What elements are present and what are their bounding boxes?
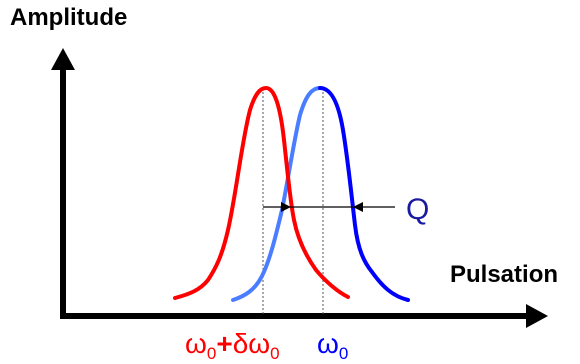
shifted-omega-2: ω	[248, 328, 270, 359]
q-annotation: Q	[263, 193, 429, 226]
shifted-plus: +	[216, 328, 232, 359]
shifted-subscript-2: 0	[270, 344, 279, 363]
base-curve-right-flank	[318, 86, 410, 302]
shifted-peak-label: ω0+δω0	[185, 328, 280, 363]
x-axis-label: Pulsation	[450, 261, 558, 288]
base-peak-label: ω0	[317, 328, 348, 363]
y-axis-arrowhead	[51, 48, 75, 70]
y-axis-label: Amplitude	[10, 4, 127, 31]
base-omega: ω	[317, 328, 339, 359]
shifted-delta: δ	[233, 328, 249, 359]
base-subscript: 0	[339, 344, 348, 363]
shifted-subscript: 0	[207, 344, 216, 363]
shifted-curve	[173, 85, 350, 300]
shifted-omega: ω	[185, 328, 207, 359]
q-label: Q	[406, 193, 429, 226]
x-axis-arrowhead	[526, 304, 548, 328]
axes	[51, 48, 548, 328]
